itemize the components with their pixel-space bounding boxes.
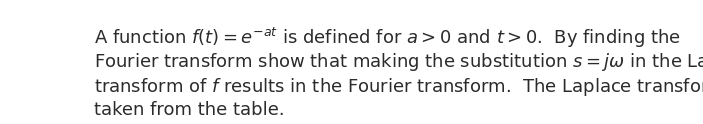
Text: A function $f(t) = e^{-at}$ is defined for $a > 0$ and $t > 0$.  By finding the: A function $f(t) = e^{-at}$ is defined f… bbox=[94, 26, 681, 50]
Text: taken from the table.: taken from the table. bbox=[94, 101, 285, 119]
Text: Fourier transform show that making the substitution $s = j\omega$ in the Laplace: Fourier transform show that making the s… bbox=[94, 51, 703, 73]
Text: transform of $f$ results in the Fourier transform.  The Laplace transform can be: transform of $f$ results in the Fourier … bbox=[94, 76, 703, 98]
